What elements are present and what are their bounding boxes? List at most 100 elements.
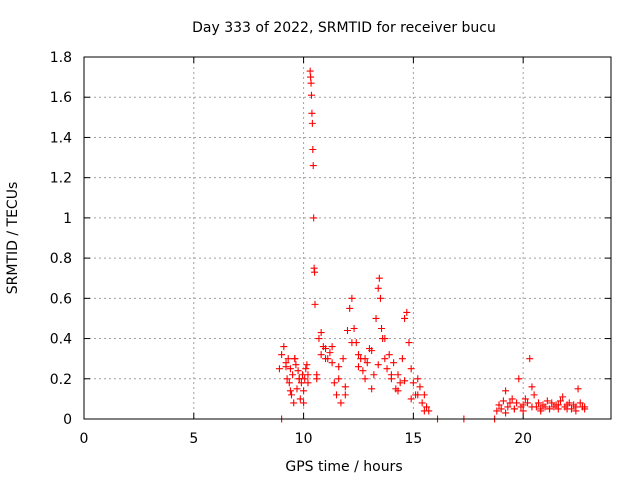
data-point [381,355,389,363]
data-point [414,375,422,383]
data-point [370,371,378,379]
chart-title: Day 333 of 2022, SRMTID for receiver buc… [192,20,496,36]
data-point [403,308,411,316]
data-point [328,359,336,367]
data-point [361,375,369,383]
data-point [535,399,543,407]
data-point [563,405,571,413]
data-point [387,371,395,379]
data-point [407,395,415,403]
data-point [519,401,527,409]
data-point [416,383,424,391]
data-point [394,387,402,395]
data-point [317,329,325,337]
data-point [559,393,567,401]
data-point [383,365,391,373]
data-point [307,91,315,99]
data-point [294,367,302,375]
data-point [418,399,426,407]
data-point [280,343,288,351]
data-point [282,363,290,371]
data-point [297,379,305,387]
data-point [524,399,532,407]
data-point [293,385,301,393]
data-point [348,339,356,347]
data-point [335,363,343,371]
data-point [515,375,523,383]
data-point [348,294,356,302]
x-tick-label: 10 [295,431,313,447]
data-point [337,399,345,407]
data-point [341,391,349,399]
data-point [309,146,317,154]
data-point [303,361,311,369]
data-point [554,401,562,409]
y-tick-label: 0.6 [50,291,72,307]
data-point [311,268,319,276]
data-point [288,391,296,399]
data-point [308,119,316,127]
data-point [308,109,316,117]
data-point [574,385,582,393]
data-point [374,284,382,292]
data-point [543,397,551,405]
data-point [519,407,527,415]
data-point [495,401,503,409]
data-point [375,274,383,282]
data-point [508,395,516,403]
data-point [284,355,292,363]
data-point [330,379,338,387]
y-tick-label: 1.4 [50,130,72,146]
tick-marks [83,56,611,420]
data-point [499,397,507,405]
data-points [275,67,589,423]
data-point [374,361,382,369]
data-point [420,391,428,399]
data-point [292,361,300,369]
data-point [537,407,545,415]
data-point [414,391,422,399]
data-point [401,377,409,385]
data-point [528,403,536,411]
data-point [344,327,351,335]
y-tick-label: 1.6 [50,90,72,106]
tick-labels: 0 0.2 0.4 0.6 0.8 1 1.2 1.4 1.6 1.8 0 5 10 15 20 [50,50,532,447]
data-point [333,391,341,399]
plot-frame [83,56,612,420]
data-point [354,363,362,371]
data-point [306,67,314,75]
data-point [363,359,371,367]
data-point [304,379,312,387]
data-point [317,351,325,359]
data-point [528,383,536,391]
data-point [359,367,367,375]
data-point [354,351,362,359]
data-point [335,375,343,383]
data-point [423,403,431,411]
data-point [493,407,501,415]
y-tick-label: 0.8 [50,251,72,267]
data-point [278,351,286,359]
y-tick-label: 0.2 [50,372,72,388]
y-tick-label: 0.4 [50,332,72,348]
y-axis-label: SRMTID / TECUs [5,182,21,295]
data-point [311,300,319,308]
data-point [286,365,294,373]
data-point [576,399,584,407]
data-point [398,355,406,363]
data-point [302,365,310,373]
data-point [322,345,330,353]
data-point [313,371,321,379]
data-point [513,399,521,407]
data-point [548,399,556,407]
data-point [381,335,389,343]
data-point [300,387,308,395]
data-point [502,409,510,417]
data-point [350,325,358,332]
data-point [300,399,308,407]
x-tick-label: 20 [514,431,532,447]
data-point [420,407,428,415]
data-point [409,379,417,387]
data-point [405,339,413,347]
data-point [290,399,298,407]
